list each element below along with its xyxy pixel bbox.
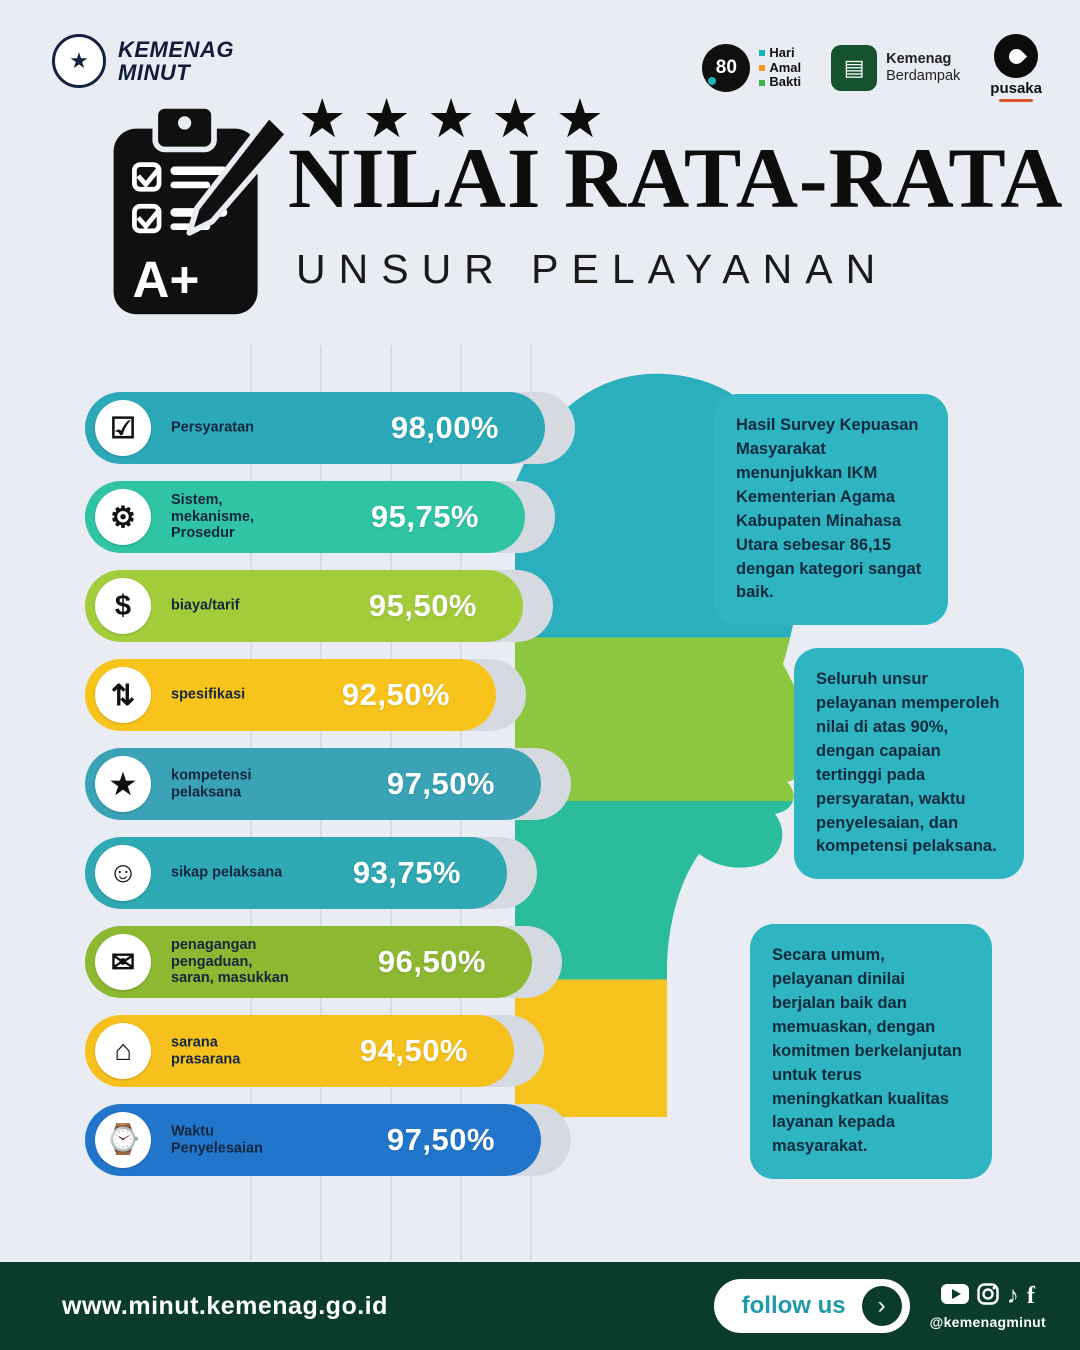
- bar-category-label: penagangan pengaduan, saran, masukkan: [171, 936, 289, 987]
- clipboard-illustration: A+: [106, 94, 291, 334]
- instagram-icon[interactable]: [977, 1282, 999, 1310]
- social-links: ♪ f @kemenagminut: [929, 1282, 1046, 1330]
- bar-category-label: Sistem, mekanisme, Prosedur: [171, 491, 255, 542]
- bar-value-label: 94,50%: [359, 1033, 468, 1068]
- bar-fill: ⚙ Sistem, mekanisme, Prosedur 95,75%: [85, 481, 525, 553]
- bar-value-label: 98,00%: [390, 410, 499, 445]
- star-icon: ★: [491, 89, 540, 149]
- cost-tariff-icon: $: [95, 578, 151, 634]
- bar-fill: ☑ Persyaratan 98,00%: [85, 392, 545, 464]
- social-handle: @kemenagminut: [929, 1313, 1046, 1330]
- page-title: NILAI RATA-RATA: [288, 130, 1064, 226]
- star-icon: ★: [426, 89, 476, 149]
- tiktok-icon[interactable]: ♪: [1006, 1282, 1019, 1309]
- building-icon: ⌂: [95, 1023, 151, 1079]
- bar-category-label: Persyaratan: [171, 419, 255, 436]
- gear-icon: ⚙: [95, 489, 151, 545]
- brand-line1: KEMENAG: [118, 36, 234, 62]
- rating-stars: ★ ★ ★ ★ ★: [298, 92, 604, 146]
- bar-category-label: kompetensi pelaksana: [171, 767, 252, 800]
- bar-fill: ★ kompetensi pelaksana 97,50%: [85, 748, 541, 820]
- bar-fill: ⇅ spesifikasi 92,50%: [85, 659, 496, 731]
- partner-logos: 80 Hari Amal Bakti ▤ Kemenag Berdampak pus…: [702, 34, 1042, 102]
- follow-us-button[interactable]: follow us ›: [713, 1279, 910, 1333]
- star-icon: ★: [362, 89, 411, 149]
- document-check-icon: ☑: [95, 400, 151, 456]
- bar-category-label: biaya/tarif: [171, 597, 240, 614]
- brand-text: KEMENAG MINUT: [118, 38, 234, 84]
- svg-text:A+: A+: [133, 251, 200, 308]
- kemenag-berdampak-text: Kemenag Berdampak: [886, 51, 960, 84]
- complaint-handling-icon: ✉: [95, 934, 151, 990]
- pusaka-tagline-bar: [999, 99, 1034, 102]
- social-icons-row: ♪ f: [940, 1282, 1035, 1310]
- star-icon: ★: [298, 89, 347, 149]
- page-subtitle: UNSUR PELAYANAN: [296, 246, 889, 292]
- bar-fill: ⌂ sarana prasarana 94,50%: [85, 1015, 514, 1087]
- bar-value-label: 95,50%: [368, 588, 477, 623]
- follow-us-label: follow us: [741, 1292, 846, 1319]
- pusaka-droplet-icon: [994, 34, 1039, 78]
- watch-icon: ⌚: [95, 1112, 151, 1168]
- bar-fill: ✉ penagangan pengaduan, saran, masukkan 96…: [85, 926, 532, 998]
- callout-above-90: Seluruh unsur pelayanan memperoleh nilai…: [794, 648, 1024, 880]
- hab-color-square: [759, 79, 766, 86]
- facebook-icon[interactable]: f: [1026, 1283, 1035, 1309]
- bar-category-label: spesifikasi: [171, 686, 246, 703]
- brand-line2: MINUT: [118, 60, 191, 85]
- footer: www.minut.kemenag.go.id follow us › ♪ f …: [0, 1262, 1080, 1350]
- bar-value-label: 97,50%: [386, 1122, 495, 1157]
- kemenag-berdampak-logo: ▤ Kemenag Berdampak: [831, 45, 960, 91]
- star-badge-icon: ★: [95, 756, 151, 812]
- hab-word: Hari: [759, 46, 801, 61]
- spec-arrows-icon: ⇅: [95, 667, 151, 723]
- youtube-icon[interactable]: [940, 1283, 969, 1309]
- brand: ★ KEMENAG MINUT: [52, 34, 234, 88]
- hab-word: Amal: [759, 60, 801, 76]
- hari-amal-bakti-logo: 80 Hari Amal Bakti: [702, 44, 801, 92]
- callout-survey-result: Hasil Survey Kepuasan Masyarakat menunju…: [714, 394, 948, 626]
- hab-color-square: [759, 50, 766, 57]
- bar-value-label: 92,50%: [341, 677, 450, 712]
- smiley-icon: ☺: [95, 845, 151, 901]
- pusaka-label: pusaka: [990, 80, 1042, 97]
- callout-text: Secara umum, pelayanan dinilai berjalan …: [772, 946, 962, 1156]
- kemenag-berdampak-icon: ▤: [831, 45, 878, 91]
- callout-summary: Secara umum, pelayanan dinilai berjalan …: [750, 924, 992, 1180]
- bar-fill: $ biaya/tarif 95,50%: [85, 570, 523, 642]
- bar-category-label: sarana prasarana: [171, 1034, 241, 1067]
- bar-fill: ⌚ Waktu Penyelesaian 97,50%: [85, 1104, 541, 1176]
- website-link[interactable]: www.minut.kemenag.go.id: [62, 1291, 388, 1320]
- callout-text: Hasil Survey Kepuasan Masyarakat menunju…: [736, 416, 922, 602]
- hab-words: Hari Amal Bakti: [759, 46, 801, 90]
- bar-value-label: 97,50%: [386, 766, 495, 801]
- bar-value-label: 96,50%: [377, 944, 486, 979]
- callout-text: Seluruh unsur pelayanan memperoleh nilai…: [816, 670, 1000, 856]
- bar-fill: ☺ sikap pelaksana 93,75%: [85, 837, 507, 909]
- hab-word: Bakti: [759, 75, 801, 90]
- kemenag-emblem-icon: ★: [52, 34, 106, 88]
- clipboard-icon: A+: [113, 103, 291, 315]
- chevron-right-icon: ›: [861, 1286, 902, 1326]
- kb-line2: Berdampak: [886, 68, 961, 84]
- kb-line1: Kemenag: [886, 51, 952, 68]
- bar-value-label: 93,75%: [352, 855, 461, 890]
- hab-color-square: [759, 64, 766, 71]
- hab-80-icon: 80: [702, 44, 751, 92]
- star-icon: ★: [555, 89, 605, 149]
- pusaka-logo: pusaka: [990, 34, 1042, 102]
- bar-category-label: sikap pelaksana: [171, 864, 283, 881]
- bar-value-label: 95,75%: [370, 499, 479, 534]
- bar-category-label: Waktu Penyelesaian: [171, 1123, 263, 1156]
